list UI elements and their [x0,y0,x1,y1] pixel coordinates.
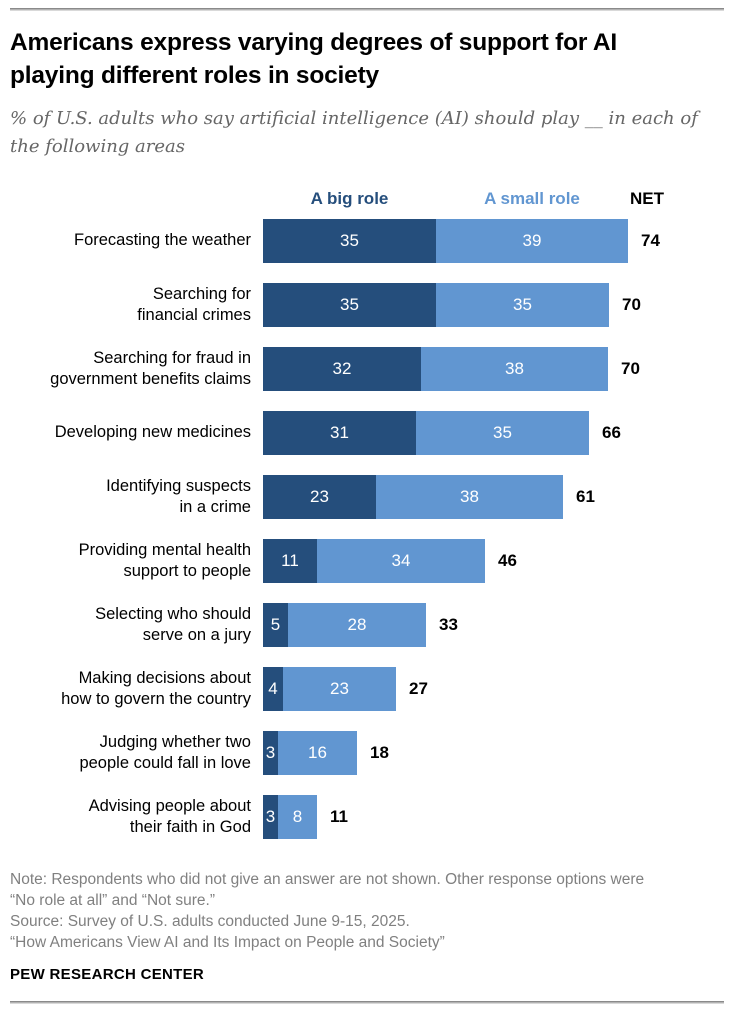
big-role-value: 31 [330,422,349,442]
bar-row: Providing mental health support to peopl… [10,538,724,583]
bottom-rule [10,1000,724,1004]
bar-area: 3 8 11 [263,794,348,839]
small-role-value: 8 [292,806,303,826]
big-role-value: 3 [265,742,276,762]
big-role-value: 23 [310,486,329,506]
big-role-segment: 11 [263,538,317,583]
bar-area: 35 35 70 [263,282,641,327]
small-role-segment: 34 [317,538,485,583]
bar-area: 5 28 33 [263,602,458,647]
net-value: 61 [576,486,595,506]
bar-area: 23 38 61 [263,474,595,519]
small-role-value: 16 [308,742,327,762]
bar-area: 3 16 18 [263,730,389,775]
bar-row: Identifying suspects in a crime 23 38 61 [10,474,724,519]
chart-card: Americans express varying degrees of sup… [0,8,734,1004]
small-role-value: 38 [505,358,524,378]
category-label: Identifying suspects in a crime [106,476,251,516]
category-label: Searching for financial crimes [137,284,251,324]
small-role-segment: 16 [278,730,357,775]
small-role-value: 35 [513,294,532,314]
small-role-value: 28 [347,614,367,634]
big-role-segment: 23 [263,474,376,519]
category-label: Forecasting the weather [73,231,251,250]
bar-row: Developing new medicines 31 35 66 [10,410,724,455]
category-label: Developing new medicines [54,423,251,442]
net-value: 70 [622,294,641,314]
small-role-segment: 38 [376,474,563,519]
small-role-segment: 35 [436,282,609,327]
net-value: 18 [370,742,389,762]
net-value: 11 [330,806,348,826]
net-value: 74 [641,230,660,250]
net-value: 66 [602,422,621,442]
big-role-value: 35 [340,294,359,314]
chart-footer: Note: Respondents who did not give an an… [10,869,724,983]
source-text: Source: Survey of U.S. adults conducted … [10,912,410,930]
bar-row: Making decisions about how to govern the… [10,666,724,711]
bar-row: Forecasting the weather 35 39 74 [10,218,724,263]
bar-row: Searching for fraud in government benefi… [10,346,724,391]
small-role-segment: 35 [416,410,589,455]
big-role-value: 3 [265,806,276,826]
big-role-value: 32 [332,358,352,378]
bar-area: 31 35 66 [263,410,621,455]
big-role-segment: 5 [263,602,288,647]
chart-legend: A big role A small role NET [10,189,724,211]
bar-area: 4 23 27 [263,666,428,711]
small-role-segment: 28 [288,602,426,647]
legend-small-role: A small role [484,188,580,208]
stacked-bar-chart: A big role A small role NET Forecasting … [10,189,724,839]
small-role-value: 35 [493,422,512,442]
big-role-segment: 32 [263,346,421,391]
chart-title: Americans express varying degrees of sup… [10,29,618,89]
big-role-segment: 4 [263,666,283,711]
category-label: Advising people about their faith in God [88,796,251,836]
bar-row: Advising people about their faith in God… [10,794,724,839]
legend-big-role: A big role [310,188,389,208]
big-role-segment: 3 [263,794,278,839]
big-role-value: 4 [268,678,278,698]
big-role-segment: 35 [263,282,436,327]
small-role-value: 38 [460,486,479,506]
small-role-segment: 38 [421,346,608,391]
bar-area: 32 38 70 [263,346,640,391]
small-role-segment: 39 [436,218,628,263]
small-role-value: 34 [391,550,411,570]
report-title-text: “How Americans View AI and Its Impact on… [10,933,445,951]
legend-net: NET [630,188,664,208]
bar-row: Judging whether two people could fall in… [10,730,724,775]
small-role-segment: 23 [283,666,396,711]
bar-rows: Forecasting the weather 35 39 74 Searching f… [10,218,724,839]
category-label: Making decisions about how to govern the… [61,668,251,708]
net-value: 70 [621,358,640,378]
note-text: Note: Respondents who did not give an an… [10,870,645,909]
bar-row: Searching for financial crimes 35 35 70 [10,282,724,327]
bar-area: 11 34 46 [263,538,517,583]
chart-subtitle: % of U.S. adults who say artificial inte… [10,108,698,158]
big-role-segment: 35 [263,218,436,263]
category-label: Selecting who should serve on a jury [95,604,251,644]
category-label: Judging whether two people could fall in… [79,732,251,772]
net-value: 33 [439,614,458,634]
small-role-segment: 8 [278,794,317,839]
big-role-value: 5 [270,614,281,634]
top-rule [10,8,724,11]
big-role-segment: 31 [263,410,416,455]
category-label: Searching for fraud in government benefi… [50,348,251,388]
big-role-value: 35 [340,230,359,250]
bar-area: 35 39 74 [263,218,660,263]
category-label: Providing mental health support to peopl… [78,540,251,580]
big-role-segment: 3 [263,730,278,775]
big-role-value: 11 [281,550,299,570]
brand-pew-research-center: PEW RESEARCH CENTER [10,965,205,983]
bar-row: Selecting who should serve on a jury 5 28 3… [10,602,724,647]
net-value: 46 [498,550,517,570]
small-role-value: 23 [330,678,349,698]
small-role-value: 39 [522,230,542,250]
net-value: 27 [409,678,428,698]
